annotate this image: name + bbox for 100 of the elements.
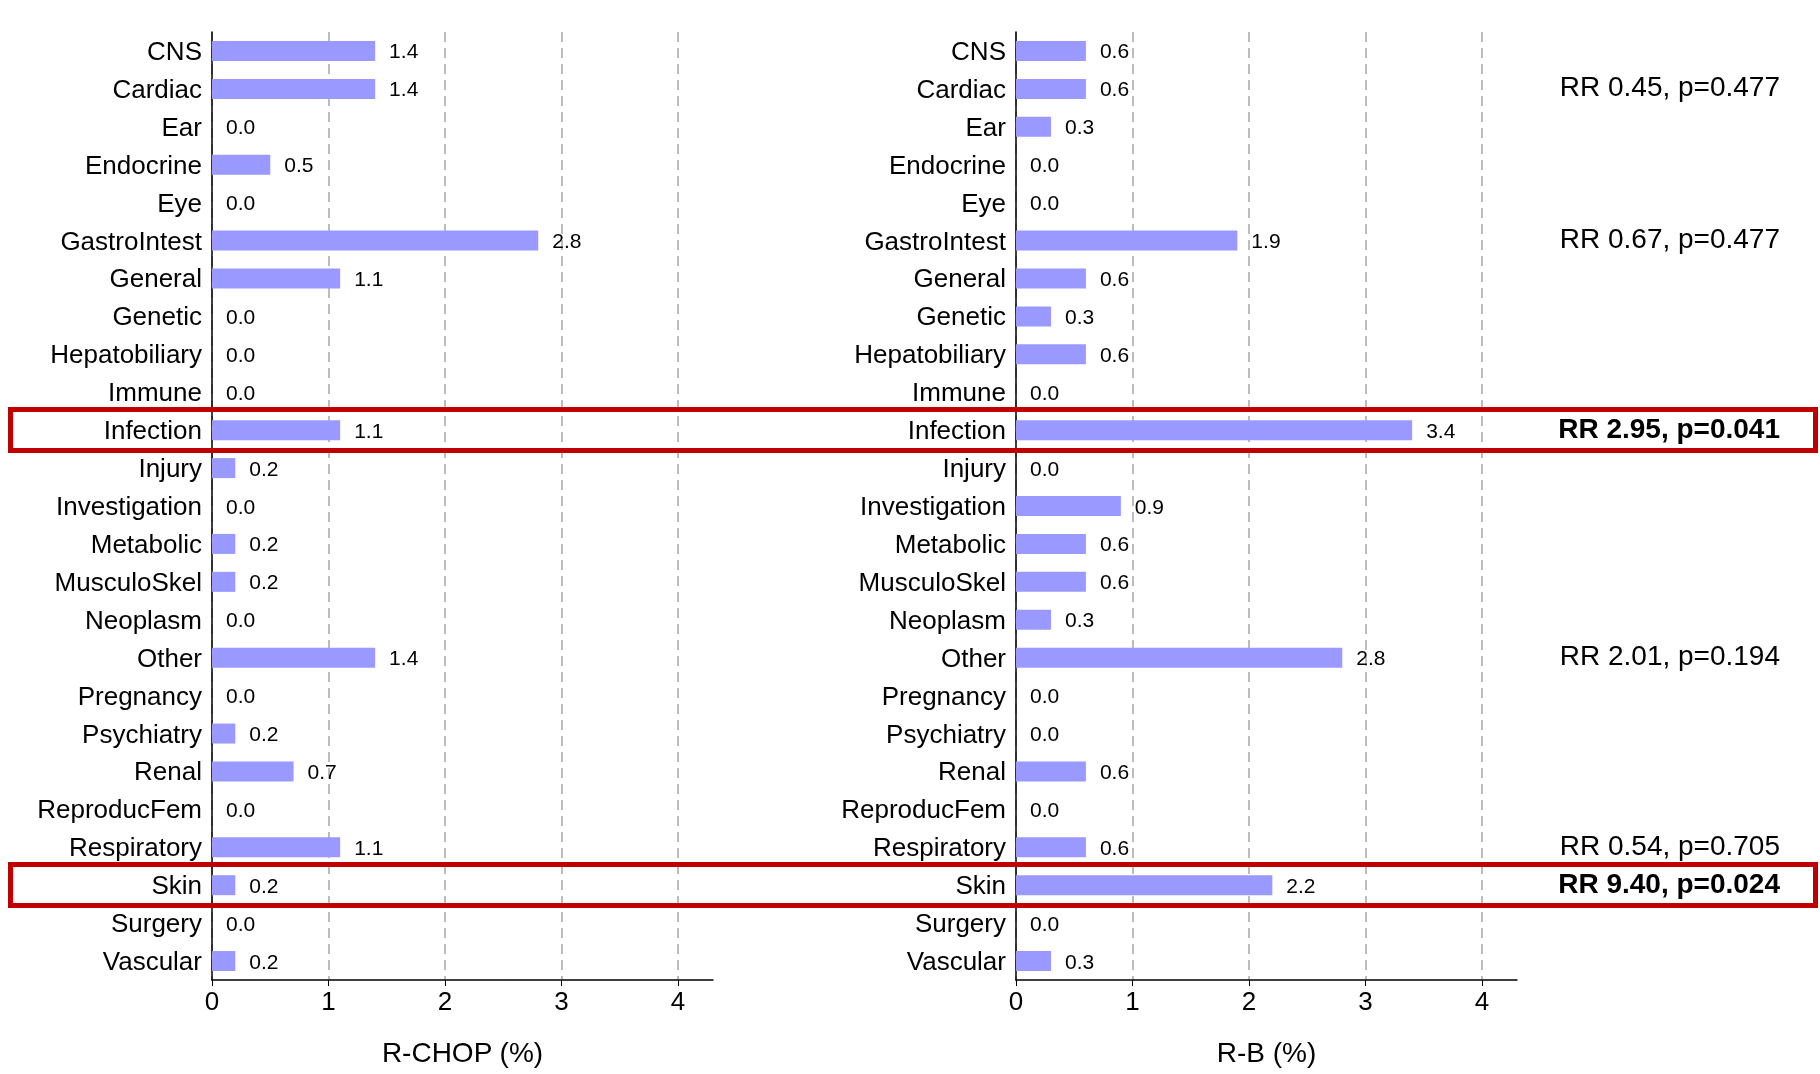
data-label: 1.1 <box>354 418 384 442</box>
bar <box>1016 306 1051 327</box>
y-tick-label: Investigation <box>56 491 202 521</box>
y-tick-label: ReproducFem <box>37 794 202 825</box>
y-tick-label: ReproducFem <box>841 794 1006 825</box>
y-tick-label: Skin <box>151 870 202 901</box>
y-tick-label: Infection <box>103 415 202 446</box>
data-label: 0.0 <box>226 304 256 328</box>
y-tick-label: Vascular <box>102 946 203 977</box>
y-tick-label: Immune <box>108 377 202 408</box>
text: RR 0.67, p=0.477 <box>1559 223 1781 255</box>
bar <box>1016 420 1413 441</box>
y-tick-label: Genetic <box>112 301 202 332</box>
bar <box>1016 344 1086 365</box>
y-tick-label: MusculoSkel <box>858 566 1006 597</box>
y-tick-label: Renal <box>134 756 202 787</box>
bar <box>1016 533 1086 554</box>
data-label: 0.0 <box>226 911 256 935</box>
data-label: 0.0 <box>1030 456 1060 480</box>
bar <box>1016 875 1273 896</box>
bar <box>1016 78 1086 99</box>
x-axis-title: R-CHOP (%) <box>381 1036 544 1068</box>
bar <box>212 533 236 554</box>
data-label: 0.6 <box>1099 835 1130 859</box>
data-label: 0.0 <box>1030 797 1060 821</box>
data-label: 0.0 <box>226 797 256 821</box>
x-tick-label: 1 <box>321 986 336 1016</box>
bar <box>212 154 271 175</box>
y-tick-label: Cardiac <box>916 73 1006 104</box>
data-label: 0.6 <box>1099 266 1130 290</box>
text: RR 9.40, p=0.024 <box>1558 867 1781 899</box>
y-tick-label: Ear <box>965 111 1007 142</box>
data-label: 0.2 <box>249 722 279 746</box>
y-tick-label: Ear <box>161 111 203 142</box>
text: RR 0.54, p=0.705 <box>1559 829 1781 861</box>
bar <box>1016 761 1086 782</box>
data-label: 0.0 <box>1030 153 1060 177</box>
data-label: 3.4 <box>1426 418 1456 442</box>
data-label: 2.8 <box>552 229 582 253</box>
bar <box>212 420 341 441</box>
y-tick-label: Injury <box>138 453 202 484</box>
x-axis-title: R-B (%) <box>1216 1036 1317 1068</box>
data-label: 0.6 <box>1099 570 1130 594</box>
bar <box>1016 230 1238 251</box>
data-label: 0.3 <box>1064 608 1095 632</box>
x-tick-label: 3 <box>1358 986 1373 1016</box>
y-tick-label: Surgery <box>110 908 202 939</box>
y-tick-label: Pregnancy <box>77 680 202 711</box>
bar <box>212 458 236 479</box>
data-label: 0.6 <box>1099 759 1130 783</box>
bar <box>212 761 294 782</box>
y-tick-label: Other <box>940 642 1007 673</box>
bar <box>1016 116 1051 137</box>
bar <box>212 951 236 972</box>
x-tick-label: 2 <box>437 986 453 1016</box>
y-tick-label: Hepatobiliary <box>854 339 1006 370</box>
y-tick-label: Vascular <box>906 946 1007 977</box>
y-tick-label: Psychiatry <box>82 718 202 749</box>
x-tick-label: 3 <box>554 986 569 1016</box>
bar <box>212 571 236 592</box>
y-tick-label: Respiratory <box>69 832 202 863</box>
bar <box>212 723 236 744</box>
data-label: 0.2 <box>249 456 279 480</box>
y-tick-label: Eye <box>157 187 202 218</box>
bar <box>212 40 376 61</box>
data-label: 0.3 <box>1064 949 1095 973</box>
data-label: 0.0 <box>226 191 256 215</box>
data-label: 1.9 <box>1251 229 1281 253</box>
bar <box>1016 837 1086 858</box>
data-label: 0.0 <box>226 115 256 139</box>
y-tick-label: Pregnancy <box>881 680 1006 711</box>
y-tick-label: Other <box>136 642 203 673</box>
data-label: 0.0 <box>226 608 256 632</box>
bar <box>1016 496 1121 516</box>
x-tick-label: 4 <box>1474 986 1490 1016</box>
data-label: 0.6 <box>1099 342 1130 366</box>
data-label: 1.4 <box>389 39 419 63</box>
data-label: 0.7 <box>307 759 337 783</box>
text: RR 0.45, p=0.477 <box>1559 71 1781 103</box>
y-tick-label: Eye <box>961 187 1006 218</box>
y-tick-label: Psychiatry <box>886 718 1006 749</box>
data-label: 0.6 <box>1099 77 1130 101</box>
y-tick-label: Endocrine <box>888 149 1006 180</box>
text: RR 2.01, p=0.194 <box>1559 640 1781 672</box>
data-label: 2.8 <box>1356 646 1386 670</box>
data-label: 0.3 <box>1064 304 1095 328</box>
bar <box>212 647 376 668</box>
x-tick-label: 2 <box>1241 986 1257 1016</box>
y-tick-label: Renal <box>938 756 1006 787</box>
data-label: 0.5 <box>284 153 314 177</box>
data-label: 0.0 <box>1030 684 1060 708</box>
data-label: 1.4 <box>389 77 419 101</box>
y-tick-label: Neoplasm <box>84 604 202 635</box>
bar <box>1016 951 1051 972</box>
data-label: 0.0 <box>226 380 256 404</box>
data-label: 1.1 <box>354 266 384 290</box>
y-tick-label: GastroIntest <box>864 225 1007 256</box>
bar <box>212 875 236 896</box>
bar <box>212 837 341 858</box>
y-tick-label: Surgery <box>914 908 1006 939</box>
